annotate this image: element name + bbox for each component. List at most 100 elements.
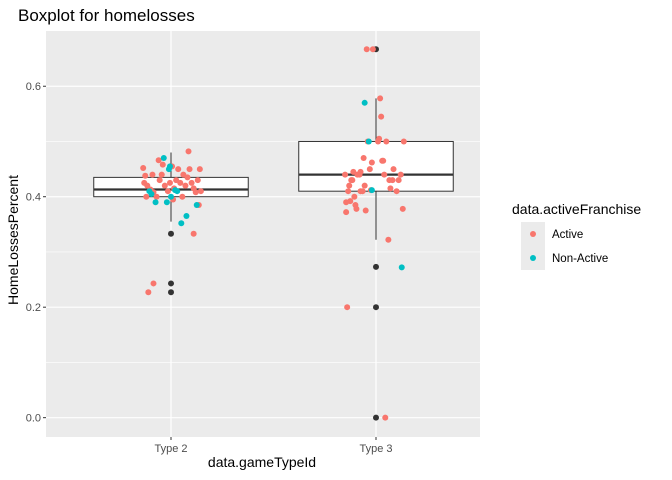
data-point-active [190,230,197,237]
data-point-active [385,236,392,243]
data-point-active [188,179,195,186]
data-point-active [164,188,171,195]
data-point-active [360,155,367,162]
data-point-active [378,113,385,120]
data-point-active [179,193,186,200]
data-point-active [142,172,149,179]
data-point-non-active [365,138,372,145]
data-point-active [145,289,152,296]
data-point-active [155,157,162,164]
data-point-active [343,209,350,216]
legend-entry-non-active: Non-Active [521,246,608,270]
data-point-active [357,188,364,195]
data-point-active [140,164,147,171]
data-point-non-active [361,99,368,106]
data-point-active [149,171,156,178]
data-point-non-active [160,155,167,162]
data-point-active [194,177,201,184]
plot-panel [46,31,480,437]
data-point-non-active [166,163,173,170]
data-point-active [166,179,173,186]
x-axis: Type 2 Type 3 [154,437,393,455]
data-point-active [377,95,384,102]
legend-entries: Active Non-Active [521,222,608,270]
data-point-non-active [174,188,181,195]
data-point-active [362,207,369,214]
outlier-point [168,230,174,237]
data-point-active [395,177,402,184]
data-point-active [376,135,383,142]
legend: data.activeFranchise Active Non-Active [512,201,641,270]
data-point-non-active [183,213,190,220]
data-point-active [387,185,394,192]
data-point-active [196,166,203,173]
outlier-point [168,280,174,287]
chart-title: Boxplot for homelosses [18,6,195,25]
data-point-active [192,189,199,196]
data-point-active [381,171,388,178]
data-point-active [159,161,166,168]
data-point-active [185,148,192,155]
data-point-active [186,166,193,173]
x-tick-label: Type 3 [359,443,392,455]
data-point-active [177,179,184,186]
data-point-non-active [152,199,159,206]
data-point-active [175,166,182,173]
y-axis-title: HomeLossesPercent [5,175,21,305]
y-axis: 0.0 0.2 0.4 0.6 [26,81,46,425]
data-point-non-active [398,264,405,271]
outlier-point [373,304,379,311]
data-point-active [393,188,400,195]
data-point-active [346,182,353,189]
outlier-point [168,289,174,296]
data-point-active [345,188,352,195]
data-point-active [363,46,370,53]
data-point-active [150,280,157,287]
legend-label: Non-Active [552,253,608,265]
data-point-non-active [178,220,185,227]
data-point-active [182,182,189,189]
data-point-active [351,193,358,200]
y-tick-label: 0.0 [26,413,41,425]
data-point-non-active [168,193,174,200]
data-point-active [158,171,165,178]
y-tick-label: 0.6 [26,81,41,93]
data-point-active [357,168,364,175]
data-point-active [399,205,406,212]
data-point-non-active [163,199,170,206]
data-point-active [342,171,349,178]
data-point-non-active [148,190,155,197]
data-point-active [382,414,389,421]
data-point-active [361,182,368,189]
data-point-active [353,205,360,212]
data-point-active [156,177,163,184]
data-point-active [197,188,204,195]
data-point-active [380,157,387,164]
data-point-active [383,138,390,145]
data-point-active [349,177,356,184]
legend-marker [530,255,536,261]
data-point-active [153,193,160,200]
y-tick-label: 0.2 [26,302,41,314]
data-point-active [347,198,354,205]
x-tick-label: Type 2 [154,443,187,455]
y-tick-label: 0.4 [26,192,41,204]
data-point-active [397,171,404,178]
legend-entry-active: Active [521,222,583,246]
jitter-points [140,46,407,421]
legend-marker [530,231,536,237]
data-point-non-active [368,187,375,194]
data-point-active [344,304,351,311]
legend-title: data.activeFranchise [512,201,641,217]
data-point-active [143,193,150,200]
data-point-active [389,177,396,184]
data-point-active [366,166,373,173]
legend-label: Active [552,229,583,241]
iqr-box [298,140,454,192]
outlier-point [373,414,379,421]
data-point-active [161,182,168,189]
data-point-active [369,46,376,53]
data-point-non-active [193,202,200,208]
x-axis-title: data.gameTypeId [208,454,316,470]
